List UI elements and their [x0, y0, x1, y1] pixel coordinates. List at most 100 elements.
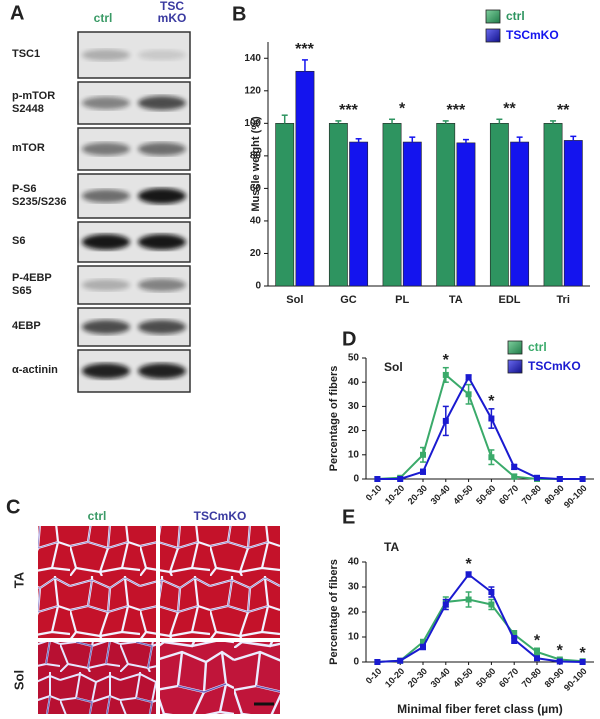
- blot-label: 4EBP: [12, 320, 41, 332]
- x-tick-label: 40-50: [451, 483, 474, 506]
- y-tick-label: 140: [244, 53, 261, 64]
- bar: [543, 123, 563, 287]
- y-tick-label: 30: [348, 582, 360, 593]
- histology-image: [160, 526, 280, 638]
- blot-band: [82, 279, 130, 291]
- point: [556, 658, 563, 665]
- line: [377, 375, 583, 480]
- bar: [456, 142, 476, 287]
- bar: [275, 123, 295, 287]
- point: [488, 415, 495, 422]
- significance-marker: *: [557, 642, 564, 659]
- x-tick-label: 30-40: [429, 666, 452, 689]
- blot-label: mTOR: [12, 142, 45, 154]
- y-tick-label: 40: [250, 216, 262, 227]
- y-tick-label: 40: [348, 557, 360, 568]
- legend-swatch: [485, 9, 501, 24]
- row-label: TA: [11, 571, 26, 588]
- x-tick-label: 0-10: [364, 666, 384, 686]
- bar: [436, 123, 456, 287]
- legend-swatch: [507, 359, 523, 374]
- x-tick-label: 50-60: [474, 666, 497, 689]
- blot-label: S6: [12, 235, 26, 247]
- blot-band: [82, 234, 130, 250]
- y-tick-label: 120: [244, 85, 261, 96]
- significance-marker: *: [465, 556, 472, 573]
- legend-label: TSCmKO: [506, 28, 559, 42]
- y-tick-label: 10: [348, 632, 360, 643]
- point: [420, 639, 426, 645]
- significance-marker: *: [534, 632, 541, 649]
- significance-marker: ***: [339, 102, 358, 119]
- bar: [328, 123, 348, 287]
- bar: [510, 141, 530, 287]
- x-tick-label: 10-20: [383, 483, 406, 506]
- legend-swatch: [485, 28, 501, 43]
- y-tick-label: 100: [244, 118, 261, 129]
- x-tick-label: 40-50: [451, 666, 474, 689]
- panel-letter: E: [342, 506, 355, 528]
- x-tick-label: 60-70: [497, 483, 520, 506]
- blot-band: [82, 319, 130, 335]
- blot-label: P-4EBP S65: [12, 272, 52, 297]
- line: [377, 573, 583, 663]
- y-axis-label: Percentage of fibers: [328, 559, 340, 665]
- line: [377, 598, 583, 663]
- x-tick-label: 50-60: [474, 483, 497, 506]
- bar: [489, 123, 509, 287]
- point: [442, 601, 449, 608]
- blot-label: α-actinin: [12, 364, 58, 376]
- column-header: TSCmKO: [194, 509, 247, 523]
- point: [420, 644, 426, 650]
- panel-letter: B: [232, 3, 246, 25]
- point: [442, 417, 449, 424]
- y-tick-label: 80: [250, 151, 262, 162]
- significance-marker: *: [443, 352, 450, 369]
- y-tick-label: 0: [353, 657, 359, 668]
- blot-label: TSC1: [12, 48, 41, 60]
- blot-band: [138, 363, 186, 379]
- point: [511, 631, 518, 638]
- line: [377, 373, 583, 480]
- x-tick-label: PL: [395, 294, 409, 306]
- blot-band: [138, 319, 186, 335]
- point: [488, 589, 495, 595]
- point: [465, 596, 472, 603]
- x-axis-label: Minimal fiber feret class (µm): [397, 702, 563, 716]
- significance-marker: *: [399, 100, 406, 117]
- x-tick-label: EDL: [499, 294, 521, 306]
- point: [374, 659, 381, 665]
- point: [420, 451, 426, 458]
- x-tick-label: 90-100: [562, 483, 589, 510]
- bar: [563, 140, 583, 287]
- x-tick-label: 90-100: [562, 666, 589, 693]
- x-tick-label: TA: [449, 294, 463, 306]
- point: [511, 473, 518, 480]
- blot-label: p-mTOR S2448: [12, 90, 56, 115]
- blot-label: P-S6 S235/S236: [12, 183, 67, 208]
- significance-marker: ***: [295, 41, 314, 58]
- x-tick-label: 20-30: [406, 666, 429, 689]
- blot-band: [82, 363, 130, 379]
- column-header: TSC mKO: [157, 0, 187, 25]
- blot-band: [138, 142, 186, 156]
- blot-band: [138, 188, 186, 204]
- point: [488, 601, 495, 608]
- point: [579, 476, 586, 482]
- inset-label: Sol: [384, 360, 403, 374]
- inset-label: TA: [384, 540, 399, 554]
- x-tick-label: Sol: [286, 294, 303, 306]
- point: [465, 391, 472, 398]
- panel-letter: D: [342, 328, 356, 350]
- y-tick-label: 30: [348, 401, 360, 412]
- x-tick-label: 10-20: [383, 666, 406, 689]
- x-tick-label: 60-70: [497, 666, 520, 689]
- bar: [295, 70, 315, 287]
- y-tick-label: 0: [353, 474, 359, 485]
- panel-letter: A: [10, 2, 24, 24]
- blot-band: [82, 142, 130, 156]
- point: [374, 476, 381, 482]
- blot-band: [82, 49, 130, 61]
- blot-band: [138, 49, 186, 61]
